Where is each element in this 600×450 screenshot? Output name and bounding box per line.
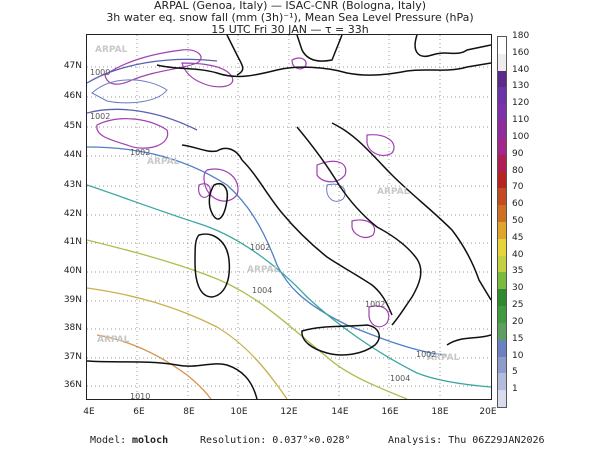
colorbar-segment (498, 205, 506, 222)
lon-label: 10E (230, 407, 248, 417)
lat-label: 47N (63, 61, 82, 71)
watermark: ARPAL (377, 187, 410, 197)
colorbar-segment (498, 306, 506, 323)
isobar-label: 1002 (365, 300, 386, 309)
watermark: ARPAL (427, 353, 460, 363)
isobar-label: 1002 (90, 112, 111, 121)
isobars (87, 58, 491, 399)
graticule (87, 35, 491, 399)
map-canvas (87, 35, 491, 399)
colorbar-tick-label: 25 (512, 300, 524, 311)
header-line-3: 15 UTC Fri 30 JAN — τ = 33h (211, 23, 369, 36)
isobar-label: 1002 (130, 148, 151, 157)
isobar-label: 1002 (416, 350, 437, 359)
lon-label: 8E (183, 407, 195, 417)
colorbar-tick-label: 180 (512, 31, 530, 41)
coastlines (87, 35, 491, 399)
colorbar-segment (498, 154, 506, 172)
colorbar-tick-label: 45 (512, 232, 524, 243)
lat-label: 39N (63, 295, 82, 305)
light-snow-contours (91, 79, 346, 202)
lat-label: 45N (63, 121, 82, 131)
lat-label: 40N (63, 266, 82, 276)
lat-label: 38N (63, 323, 82, 333)
colorbar-tick-label: 10 (512, 350, 524, 361)
colorbar-tick-label: 160 (512, 47, 530, 58)
colorbar-segment (498, 121, 506, 138)
colorbar-tick-label: 20 (512, 316, 524, 327)
lat-label: 36N (63, 380, 82, 390)
lon-label: 16E (381, 407, 399, 417)
lon-label: 4E (83, 407, 95, 417)
colorbar-segment (498, 322, 506, 340)
colorbar-segment (498, 70, 506, 88)
lat-label: 44N (63, 150, 82, 160)
lat-label: 46N (63, 91, 82, 101)
isobar-label: 1004 (252, 286, 273, 295)
colorbar-tick-label: 60 (512, 199, 524, 210)
colorbar-tick-label: 110 (512, 115, 530, 126)
colorbar (497, 36, 507, 408)
lon-label: 12E (280, 407, 298, 417)
lon-label: 18E (431, 407, 449, 417)
colorbar-tick-label: 15 (512, 333, 524, 344)
colorbar-segment (498, 104, 506, 122)
colorbar-segment (498, 137, 506, 155)
lat-label: 41N (63, 237, 82, 247)
model-value: moloch (132, 435, 169, 446)
lat-label: 37N (63, 352, 82, 362)
chart-header: ARPAL (Genoa, Italy) — ISAC-CNR (Bologna… (80, 0, 500, 36)
colorbar-tick-label: 70 (512, 182, 524, 193)
watermark: ARPAL (147, 157, 180, 167)
colorbar-tick-label: 1 (512, 384, 518, 395)
colorbar-segment (498, 339, 506, 357)
lon-label: 20E (479, 407, 497, 417)
model-label: Model: (90, 435, 127, 446)
colorbar-segment (498, 238, 506, 256)
colorbar-segment (498, 272, 506, 290)
analysis-text: Analysis: Thu 06Z29JAN2026 (388, 435, 545, 446)
colorbar-tick-label: 5 (512, 367, 518, 378)
colorbar-tick-label: 50 (512, 216, 524, 226)
lon-label: 6E (133, 407, 145, 417)
colorbar-segment (498, 356, 506, 374)
colorbar-tick-label: 140 (512, 64, 530, 75)
colorbar-segment (498, 255, 506, 273)
colorbar-tick-label: 120 (512, 98, 530, 109)
isobar-label: 1004 (390, 374, 411, 383)
lat-label: 42N (63, 209, 82, 219)
colorbar-tick-label: 130 (512, 81, 530, 92)
resolution-text: Resolution: 0.037°×0.028° (200, 435, 351, 446)
colorbar-tick-label: 35 (512, 266, 524, 277)
header-line-1: ARPAL (Genoa, Italy) — ISAC-CNR (Bologna… (153, 0, 427, 12)
colorbar-tick-label: 90 (512, 148, 524, 159)
map-panel[interactable]: ARPAL ARPAL ARPAL ARPAL ARPAL ARPAL (86, 34, 492, 400)
snowfall-contours (96, 49, 395, 328)
header-line-2: 3h water eq. snow fall (mm (3h)⁻¹), Mean… (106, 11, 474, 24)
colorbar-segment (498, 222, 506, 239)
colorbar-segment (498, 373, 506, 391)
isobar-label: 1000 (90, 68, 111, 77)
colorbar-segment (498, 87, 506, 105)
isobar-label: 1010 (130, 392, 151, 401)
isobar-label: 1002 (250, 243, 271, 252)
watermark: ARPAL (95, 45, 128, 55)
colorbar-segment (498, 289, 506, 307)
colorbar-segment (498, 188, 506, 206)
colorbar-tick-label: 100 (512, 131, 530, 142)
lat-label: 43N (63, 180, 82, 190)
watermark: ARPAL (97, 335, 130, 345)
colorbar-tick-label: 80 (512, 165, 524, 176)
colorbar-segment (498, 37, 506, 54)
colorbar-segment (498, 53, 506, 71)
watermark: ARPAL (247, 265, 280, 275)
lon-label: 14E (331, 407, 349, 417)
colorbar-segment (498, 171, 506, 189)
colorbar-segment (498, 390, 506, 407)
colorbar-tick-label: 40 (512, 249, 524, 260)
colorbar-tick-label: 30 (512, 283, 524, 294)
